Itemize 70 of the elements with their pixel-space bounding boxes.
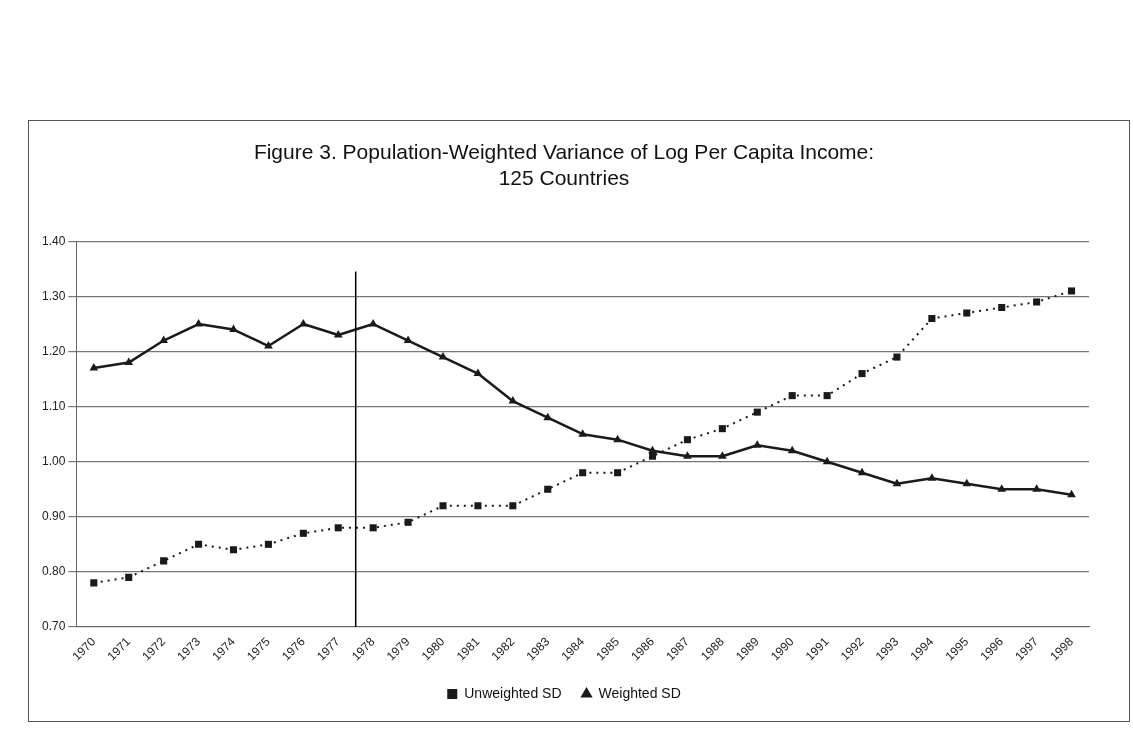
- point: [752, 440, 762, 448]
- point: [788, 392, 796, 400]
- point: [822, 456, 832, 465]
- y-tick-label: 0.90: [42, 509, 66, 524]
- point: [683, 436, 691, 444]
- point: [264, 540, 272, 548]
- point: [229, 324, 238, 333]
- point: [299, 529, 307, 537]
- point: [194, 319, 203, 327]
- point: [858, 370, 866, 378]
- point: [299, 319, 308, 327]
- y-tick-label: 1.20: [42, 343, 66, 358]
- point: [927, 473, 937, 481]
- point: [473, 368, 483, 377]
- point: [718, 451, 727, 459]
- point: [648, 452, 657, 460]
- y-tick-label: 1.30: [42, 288, 66, 303]
- point: [508, 396, 518, 404]
- point: [89, 363, 99, 371]
- point: [124, 357, 134, 366]
- point: [753, 408, 761, 416]
- point: [998, 303, 1006, 312]
- point: [159, 335, 168, 344]
- point: [264, 341, 273, 349]
- point: [125, 573, 133, 581]
- point: [578, 429, 588, 437]
- point: [90, 579, 98, 587]
- legend-label: Unweighted SD: [464, 684, 562, 701]
- point: [1067, 489, 1076, 498]
- point: [403, 335, 413, 344]
- point: [509, 502, 517, 510]
- point: [613, 434, 622, 443]
- point: [928, 314, 936, 323]
- point: [614, 469, 622, 477]
- legend-label: Weighted SD: [598, 684, 681, 701]
- point: [368, 319, 378, 327]
- point: [474, 502, 482, 510]
- point: [893, 353, 901, 361]
- y-tick-label: 1.10: [42, 398, 66, 413]
- point: [160, 557, 168, 565]
- point: [369, 524, 377, 532]
- text: Figure 3. Population-Weighted Variance of Log Per Capita Income:: [253, 140, 875, 164]
- point: [579, 469, 587, 477]
- point: [718, 425, 726, 433]
- point: [333, 330, 343, 338]
- point: [648, 445, 657, 454]
- point: [1033, 298, 1041, 306]
- point: [438, 352, 448, 360]
- y-tick-label: 0.70: [42, 619, 66, 634]
- point: [997, 484, 1007, 492]
- point: [1032, 484, 1041, 492]
- point: [892, 478, 902, 487]
- point: [195, 540, 203, 548]
- point: [962, 478, 972, 487]
- y-tick-label: 1.40: [42, 233, 66, 248]
- point: [404, 518, 412, 526]
- point: [787, 445, 797, 454]
- point: [683, 451, 692, 459]
- point: [823, 392, 831, 400]
- y-tick-label: 0.80: [42, 564, 66, 579]
- point: [544, 485, 552, 493]
- point: [229, 546, 238, 554]
- point: [334, 524, 342, 532]
- point: [543, 412, 553, 421]
- y-tick-label: 1.00: [42, 454, 66, 469]
- point: [1068, 287, 1076, 295]
- point: [439, 502, 447, 510]
- point: [963, 309, 971, 317]
- text: 125 Countries: [498, 165, 630, 189]
- point: [857, 467, 867, 476]
